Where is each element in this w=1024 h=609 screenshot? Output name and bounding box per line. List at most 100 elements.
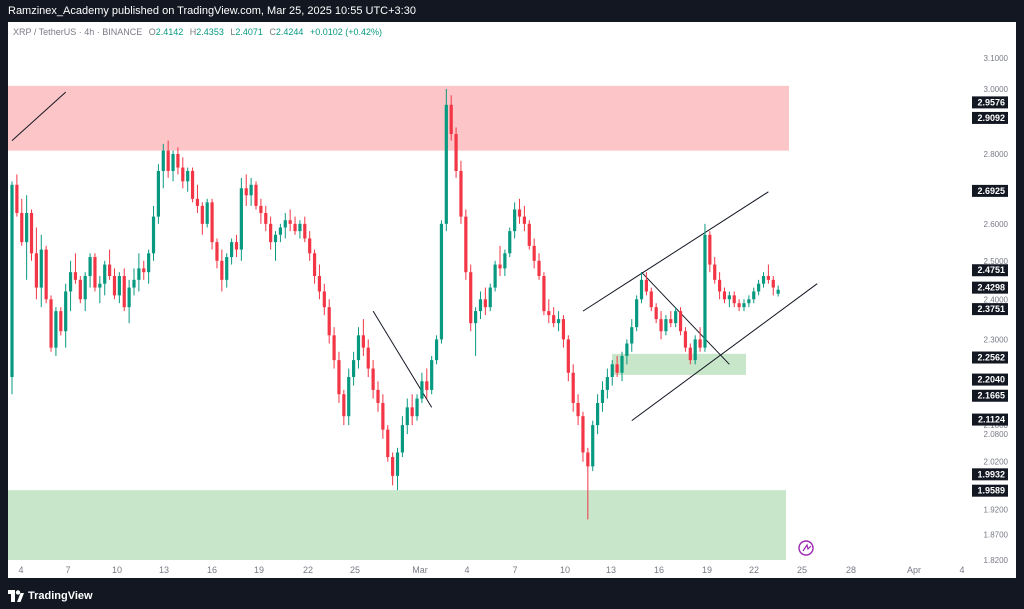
candle-body <box>127 287 131 308</box>
candle-body <box>68 272 73 292</box>
y-tick-label: 3.0000 <box>984 85 1009 94</box>
price-label-text: 1.9932 <box>977 469 1005 479</box>
publisher-line: Ramzinex_Academy published on TradingVie… <box>8 5 416 17</box>
x-tick-label: 19 <box>702 565 712 575</box>
high-value: 2.4353 <box>196 27 224 37</box>
candle-body <box>508 231 512 254</box>
high-key: H <box>189 27 197 37</box>
candle-body <box>556 319 561 324</box>
candle-body <box>713 264 717 280</box>
zones-layer <box>8 85 789 560</box>
price-label-text: 2.1665 <box>977 391 1005 401</box>
candle-body <box>644 279 648 292</box>
candle-body <box>761 276 766 284</box>
candle-body <box>327 307 331 336</box>
candle-body <box>464 216 468 273</box>
candle-body <box>649 291 653 308</box>
candle-body <box>659 319 663 332</box>
candle-body <box>88 257 92 277</box>
candle-body <box>366 347 370 369</box>
price-label-badge <box>972 484 1008 497</box>
y-tick-label: 3.1000 <box>984 54 1009 63</box>
candle-body <box>625 343 629 356</box>
low-key: L <box>230 27 236 37</box>
candle-body <box>581 416 585 453</box>
price-label-badge <box>972 111 1008 124</box>
candle-body <box>459 170 463 217</box>
price-label-badge <box>972 413 1008 426</box>
candle-body <box>288 220 292 224</box>
candle-body <box>244 188 248 196</box>
x-tick-label: 4 <box>959 565 964 575</box>
candle-body <box>278 227 282 235</box>
candle-body <box>444 104 448 224</box>
candle-body <box>239 188 243 250</box>
candle-body <box>757 283 761 292</box>
candle-body <box>78 279 82 300</box>
alert-icon-glyph <box>802 543 812 552</box>
candle-body <box>64 291 68 332</box>
candle-body <box>420 381 424 399</box>
candle-body <box>376 389 380 403</box>
candle-body <box>361 335 365 348</box>
candle-body <box>273 234 278 243</box>
price-label-badge <box>972 351 1008 364</box>
x-tick-label: 7 <box>512 565 517 575</box>
candle-body <box>147 253 151 273</box>
x-tick-label: 4 <box>464 565 469 575</box>
candle-body <box>29 213 34 254</box>
y-tick-label: 1.8200 <box>984 556 1009 565</box>
candle-body <box>103 264 107 284</box>
candle-body <box>400 425 404 453</box>
candle-body <box>122 276 126 308</box>
candle-body <box>542 276 546 312</box>
candle-body <box>474 311 478 324</box>
candle-body <box>771 279 775 288</box>
candle-body <box>395 452 400 476</box>
x-tick-label: 10 <box>560 565 570 575</box>
candle-body <box>283 220 287 228</box>
candle-body <box>98 283 102 288</box>
candle-body <box>537 260 541 277</box>
candle-body <box>722 291 727 300</box>
candle-body <box>205 202 209 224</box>
price-label-text: 2.6925 <box>977 186 1005 196</box>
candle-body <box>181 167 185 182</box>
y-tick-label: 1.8700 <box>984 530 1009 539</box>
candle-body <box>93 257 97 288</box>
x-tick-label: 19 <box>254 565 264 575</box>
x-tick-label: 13 <box>606 565 616 575</box>
candle-body <box>44 249 48 300</box>
candle-body <box>25 213 29 243</box>
price-label-text: 2.1124 <box>978 415 1005 425</box>
candle-body <box>190 170 195 199</box>
candle-body <box>766 276 770 280</box>
candle-body <box>425 381 429 390</box>
candle-body <box>156 170 160 217</box>
candle-body <box>405 407 409 426</box>
y-tick-label: 2.3000 <box>984 335 1009 344</box>
x-tick-label: 10 <box>112 565 122 575</box>
candle-body <box>347 377 351 417</box>
candle-body <box>317 276 322 292</box>
candle-body <box>654 307 658 320</box>
candle-body <box>298 223 302 232</box>
x-tick-label: 13 <box>159 565 169 575</box>
candle-body <box>434 339 439 361</box>
candle-body <box>639 279 644 300</box>
candle-body <box>49 299 53 348</box>
close-value: 2.4244 <box>275 27 304 37</box>
candle-body <box>469 272 473 324</box>
x-axis: 4 7 10 13 16 19 22 25 Mar 4 7 10 13 16 19 22 25 28 Apr 4 <box>18 565 964 575</box>
candle-body <box>635 299 639 328</box>
x-tick-label: 25 <box>797 565 807 575</box>
candle-body <box>732 295 736 304</box>
candle-body <box>571 372 575 403</box>
candle-body <box>566 339 570 373</box>
x-tick-label: 16 <box>207 565 217 575</box>
candle-body <box>576 402 580 417</box>
trendline <box>631 283 818 422</box>
candle-body <box>410 407 414 417</box>
price-label-badge <box>972 389 1008 402</box>
